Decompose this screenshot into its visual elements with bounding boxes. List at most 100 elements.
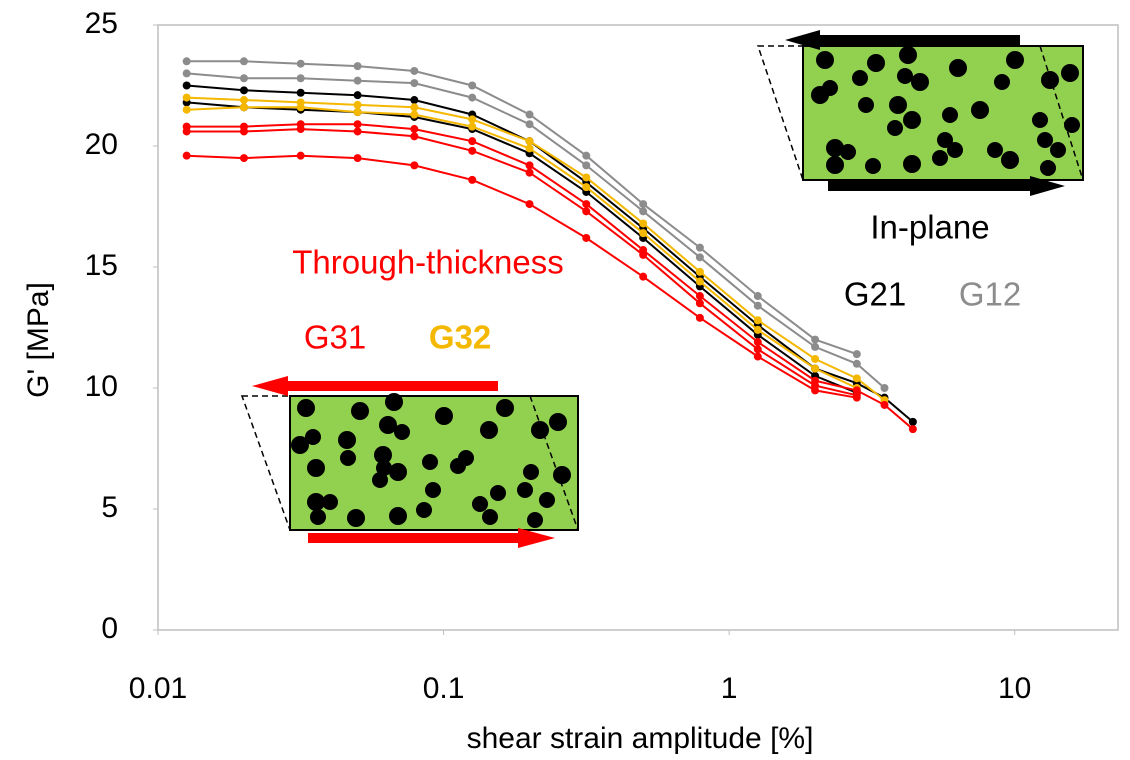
data-point	[639, 250, 648, 259]
series-line	[186, 60, 858, 356]
data-point	[811, 364, 820, 373]
data-point	[695, 243, 704, 252]
data-point	[582, 151, 591, 160]
y-tick-label: 0	[101, 612, 118, 645]
x-tick-label: 0.01	[129, 672, 187, 705]
data-point	[468, 93, 477, 102]
data-point	[182, 81, 191, 90]
data-point	[753, 292, 762, 301]
legend-entry: G31	[304, 319, 366, 356]
data-point	[410, 103, 419, 112]
y-tick-label: 20	[85, 128, 118, 161]
data-point	[296, 59, 305, 68]
data-point	[296, 125, 305, 134]
data-point	[695, 277, 704, 286]
data-point	[753, 325, 762, 334]
x-axis-title: shear strain amplitude [%]	[467, 722, 814, 755]
data-point	[468, 122, 477, 131]
data-point	[811, 335, 820, 344]
data-point	[582, 173, 591, 182]
data-point	[811, 342, 820, 351]
data-point	[296, 103, 305, 112]
data-point	[695, 292, 704, 301]
data-point	[410, 110, 419, 119]
plot-area	[182, 57, 917, 434]
data-point	[695, 253, 704, 262]
data-point	[410, 161, 419, 170]
data-point	[753, 338, 762, 347]
y-axis-title: G' [MPa]	[22, 282, 55, 398]
data-point	[639, 200, 648, 209]
data-point	[182, 69, 191, 78]
data-point	[639, 219, 648, 228]
annotation: In-plane	[870, 209, 989, 246]
in-plane-inset	[756, 30, 1084, 196]
legend-entry: G12	[959, 276, 1021, 313]
data-point	[239, 96, 248, 105]
plot-frame	[157, 24, 1119, 631]
data-point	[353, 100, 362, 109]
data-point	[468, 175, 477, 184]
data-point	[525, 161, 534, 170]
data-point	[753, 316, 762, 325]
x-tick-label: 10	[998, 672, 1031, 705]
data-point	[353, 127, 362, 136]
data-point	[639, 272, 648, 281]
data-point	[468, 146, 477, 155]
data-point	[695, 313, 704, 322]
data-point	[182, 93, 191, 102]
data-point	[852, 359, 861, 368]
series-line	[186, 96, 886, 401]
data-point	[353, 62, 362, 71]
data-point	[639, 207, 648, 216]
data-point	[695, 299, 704, 308]
y-tick-label: 15	[85, 249, 118, 282]
through-thickness-inset	[240, 376, 579, 548]
x-tick-label: 0.1	[423, 672, 465, 705]
data-point	[582, 200, 591, 209]
data-point	[410, 96, 419, 105]
data-point	[353, 76, 362, 85]
data-point	[880, 400, 889, 409]
data-point	[239, 103, 248, 112]
data-point	[353, 108, 362, 117]
data-point	[525, 137, 534, 146]
data-point	[695, 267, 704, 276]
legend-entry: G32	[429, 319, 491, 356]
data-point	[525, 144, 534, 153]
data-point	[811, 386, 820, 395]
data-point	[582, 161, 591, 170]
y-tick-label: 5	[101, 491, 118, 524]
data-point	[182, 105, 191, 114]
data-point	[296, 74, 305, 83]
data-point	[525, 110, 534, 119]
data-point	[353, 154, 362, 163]
data-point	[753, 352, 762, 361]
data-point	[239, 154, 248, 163]
data-point	[410, 132, 419, 141]
data-point	[525, 168, 534, 177]
data-point	[582, 233, 591, 242]
x-tick-label: 1	[721, 672, 738, 705]
data-point	[239, 57, 248, 66]
data-point	[753, 345, 762, 354]
data-point	[182, 151, 191, 160]
data-point	[182, 127, 191, 136]
data-point	[468, 137, 477, 146]
data-point	[525, 200, 534, 209]
data-point	[410, 66, 419, 75]
data-point	[296, 151, 305, 160]
y-tick-label: 25	[85, 7, 118, 40]
data-point	[753, 301, 762, 310]
data-point	[468, 115, 477, 124]
data-point	[410, 79, 419, 88]
data-point	[582, 207, 591, 216]
data-point	[639, 229, 648, 238]
annotation: Through-thickness	[292, 244, 563, 281]
data-point	[239, 127, 248, 136]
data-point	[852, 393, 861, 402]
data-point	[182, 57, 191, 66]
data-point	[353, 91, 362, 100]
data-point	[908, 417, 917, 426]
